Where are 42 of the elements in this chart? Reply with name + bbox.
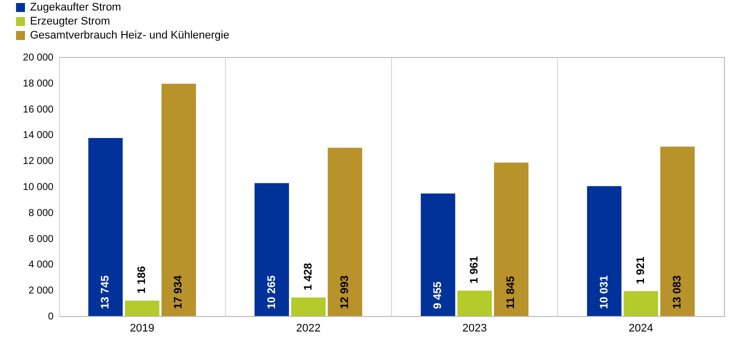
bar xyxy=(624,291,658,316)
y-tick-label: 4 000 xyxy=(28,260,54,271)
y-tick-label: 20 000 xyxy=(22,52,54,64)
bar xyxy=(328,148,362,316)
legend-label: Erzeugter Strom xyxy=(30,16,110,28)
bar xyxy=(162,84,196,316)
data-label: 10 265 xyxy=(266,275,278,309)
x-tick-label: 2024 xyxy=(628,322,654,334)
bar xyxy=(587,186,622,316)
x-tick-label: 2022 xyxy=(296,322,321,334)
y-tick-label: 12 000 xyxy=(22,156,54,168)
bar xyxy=(88,138,123,316)
data-label: 1 428 xyxy=(302,262,314,291)
x-tick-label: 2019 xyxy=(130,322,154,334)
data-label: 13 745 xyxy=(100,275,112,309)
x-tick-label: 2023 xyxy=(462,322,487,334)
bar xyxy=(124,300,160,316)
data-label: 1 961 xyxy=(468,256,481,284)
y-tick-label: 18 000 xyxy=(22,78,54,90)
data-label: 11 845 xyxy=(505,276,518,309)
y-tick-label: 0 xyxy=(48,312,54,322)
legend-label: Zugekaufter Strom xyxy=(30,2,122,14)
data-label: 12 993 xyxy=(338,275,351,309)
bar xyxy=(660,146,695,316)
y-tick-label: 16 000 xyxy=(22,104,54,116)
y-tick-label: 2 000 xyxy=(28,286,54,297)
data-label: 1 921 xyxy=(634,256,647,284)
bar xyxy=(420,194,456,316)
y-tick-label: 10 000 xyxy=(22,182,54,193)
bar xyxy=(254,183,289,316)
y-tick-label: 14 000 xyxy=(22,130,54,142)
y-tick-label: 8 000 xyxy=(28,208,54,219)
data-label: 9 455 xyxy=(432,281,444,309)
bar xyxy=(494,162,528,316)
bar xyxy=(291,298,326,316)
y-tick-label: 6 000 xyxy=(28,234,54,245)
data-label: 13 083 xyxy=(671,275,684,309)
data-label: 10 031 xyxy=(598,275,610,309)
data-label: 1 186 xyxy=(136,266,148,294)
data-label: 17 934 xyxy=(172,274,185,309)
bar xyxy=(457,290,492,316)
legend-label: Gesamtverbrauch Heiz- und Kühlenergie xyxy=(30,30,230,42)
